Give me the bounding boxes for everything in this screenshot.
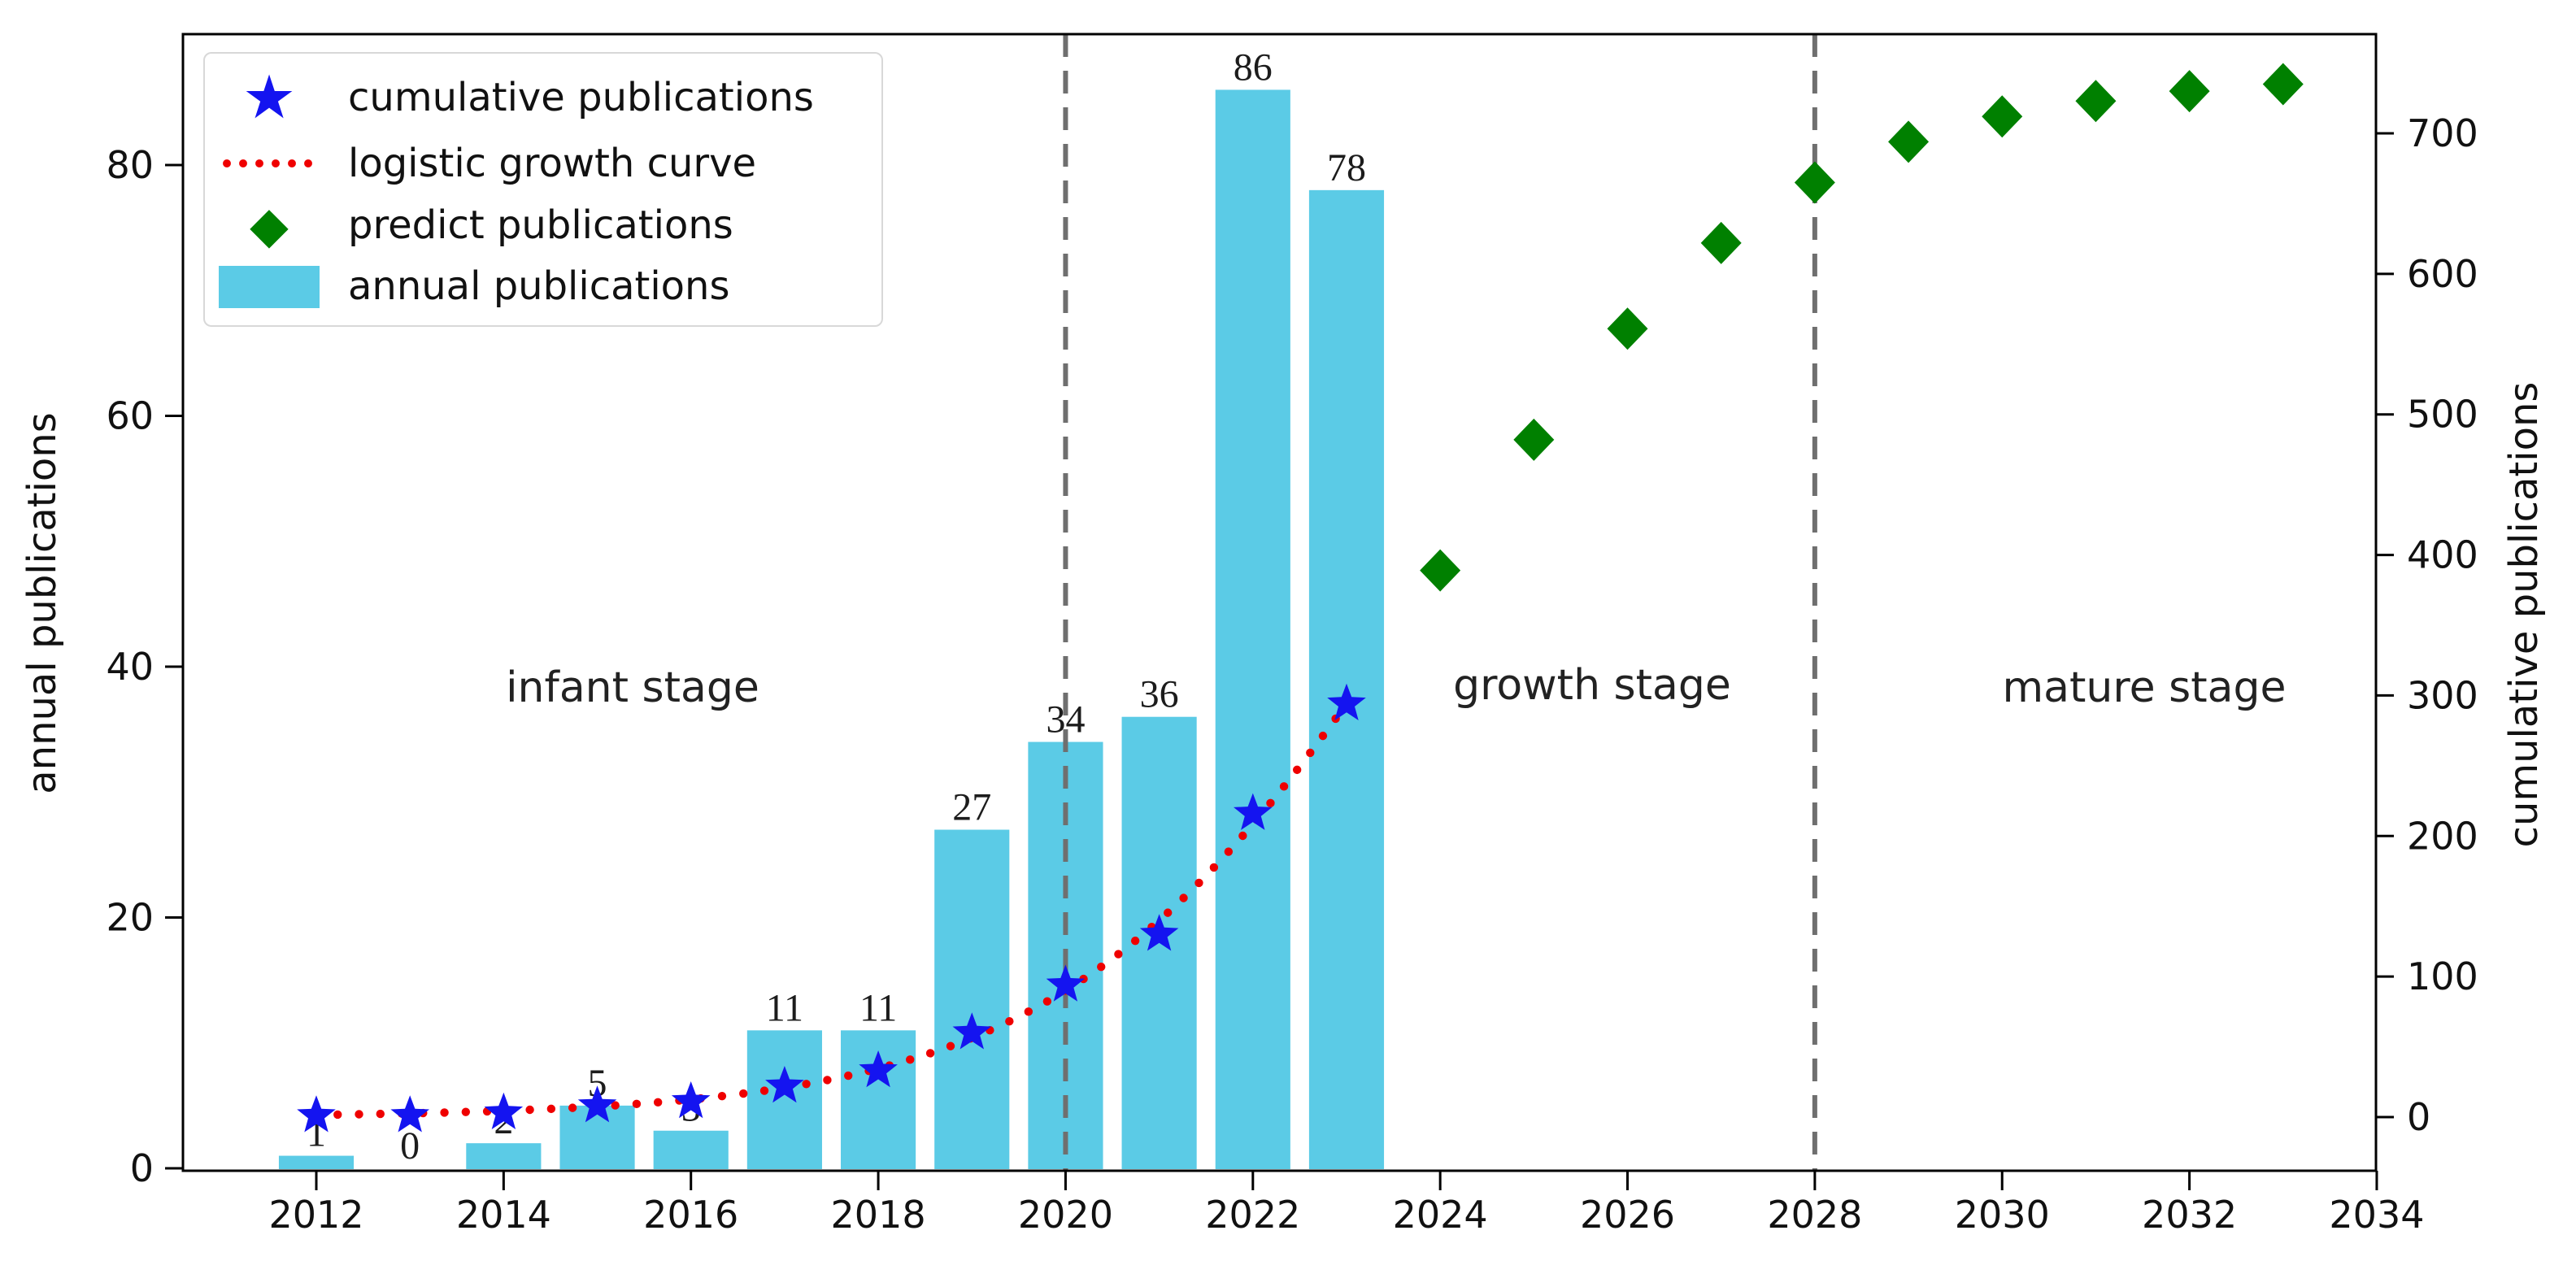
star-2020 [1046,964,1086,1002]
bar-2022 [1215,89,1290,1170]
plot-spines [181,33,2378,1172]
svg-text:2012: 2012 [268,1193,363,1237]
svg-text:2030: 2030 [1955,1193,2050,1237]
svg-text:0: 0 [130,1146,154,1190]
star-2017 [765,1066,804,1103]
logistic-growth-curve [311,697,1353,1120]
bar-2016 [653,1130,729,1169]
star-2012 [297,1095,336,1133]
svg-text:2022: 2022 [1205,1193,1300,1237]
svg-text:100: 100 [2407,954,2478,998]
legend-item-label: annual publications [348,263,730,310]
star-2018 [859,1050,898,1088]
svg-text:2024: 2024 [1393,1193,1488,1237]
svg-text:2014: 2014 [456,1193,551,1237]
star-icon [242,71,296,125]
bar-2015 [559,1105,635,1169]
svg-text:700: 700 [2407,111,2478,155]
svg-text:36: 36 [1140,673,1179,716]
legend-item-label: cumulative publications [348,74,814,120]
svg-text:2028: 2028 [1767,1193,1862,1237]
star-2014 [484,1092,524,1129]
star-2021 [1139,914,1179,951]
legend-item-label: predict publications [348,202,733,248]
diamond-2025 [1513,418,1555,461]
legend-item-label: logistic growth curve [348,140,757,186]
legend-item-annual: annual publications [205,265,881,308]
dotted-line-icon [219,158,320,170]
legend-item-predict: predict publications [205,202,881,248]
diamond-2029 [1888,120,1930,163]
svg-text:0: 0 [2407,1095,2430,1139]
svg-text:2032: 2032 [2142,1193,2237,1237]
star-2023 [1327,683,1366,720]
svg-text:300: 300 [2407,673,2478,717]
svg-text:400: 400 [2407,533,2478,577]
svg-text:11: 11 [859,986,897,1029]
svg-text:2018: 2018 [831,1193,926,1237]
right-axis-ticks: 0 100 200 300 400 500 600 700 [2376,111,2478,1139]
svg-text:2020: 2020 [1018,1193,1113,1237]
star-2016 [671,1081,711,1119]
stage-divider-lines [1063,34,1817,1171]
star-2015 [577,1085,617,1123]
annual-publications-bars [278,89,1385,1170]
stage-label-infant: infant stage [506,663,759,712]
bar-2012 [278,1155,355,1169]
svg-text:200: 200 [2407,814,2478,858]
diamond-2032 [2169,70,2210,113]
svg-text:2034: 2034 [2329,1193,2424,1237]
diamond-icon [250,202,289,248]
legend: cumulative publications logistic growth … [203,52,883,327]
svg-text:40: 40 [106,645,154,689]
legend-item-logistic: logistic growth curve [205,142,881,185]
svg-text:86: 86 [1234,46,1273,89]
svg-text:2016: 2016 [643,1193,738,1237]
diamond-2028 [1794,161,1835,204]
bar-2023 [1308,189,1385,1170]
svg-text:2026: 2026 [1580,1193,1675,1237]
stage-label-growth: growth stage [1453,661,1731,710]
bar-2014 [466,1143,542,1169]
bar-2019 [934,829,1010,1169]
diamond-2027 [1700,221,1742,264]
svg-text:20: 20 [106,896,154,940]
svg-text:60: 60 [106,394,154,438]
svg-text:11: 11 [766,986,803,1029]
right-axis-title: cumulative publications [2501,381,2547,848]
svg-text:27: 27 [952,786,991,829]
diamond-2026 [1607,307,1648,350]
svg-text:600: 600 [2407,252,2478,296]
diamond-2024 [1420,549,1461,592]
star-2019 [952,1012,991,1050]
bar-swatch-icon [219,265,320,308]
x-axis-ticks: 2012 2014 2016 2018 2020 2022 2024 2026 2028 2030… [268,1171,2424,1237]
diamond-2033 [2262,63,2304,106]
bar-2017 [746,1030,822,1169]
svg-text:0: 0 [400,1124,420,1167]
left-axis-title: annual publications [20,412,65,794]
star-2013 [390,1095,429,1133]
stage-label-mature: mature stage [2002,663,2287,712]
svg-text:500: 500 [2407,393,2478,437]
diamond-2031 [2075,80,2117,123]
left-axis-ticks: 0 20 40 60 80 [106,143,183,1190]
svg-text:78: 78 [1327,146,1366,189]
svg-text:80: 80 [106,143,154,187]
diamond-2030 [1982,95,2023,138]
predict-publications-diamonds [1420,63,2304,592]
cumulative-publications-stars [297,683,1366,1133]
star-2022 [1234,793,1273,830]
legend-item-cumulative: cumulative publications [205,71,881,125]
